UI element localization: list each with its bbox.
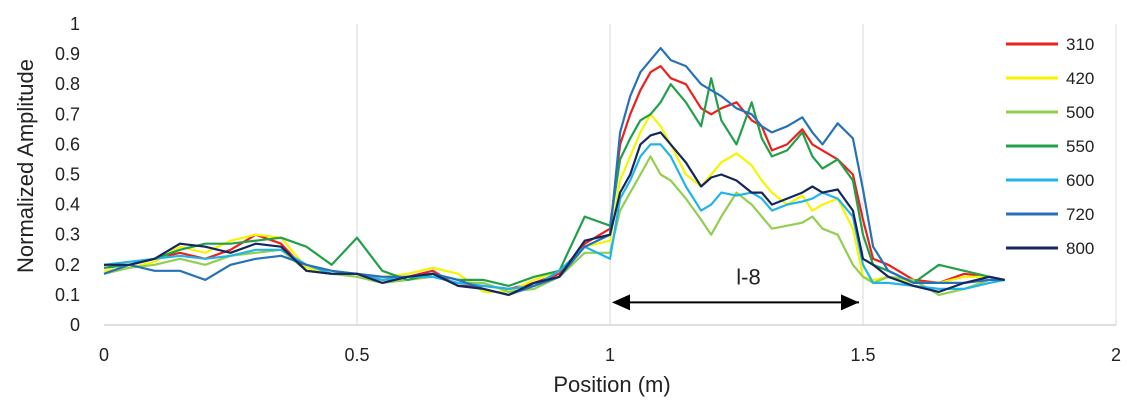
series-line-550 <box>103 77 1005 287</box>
series-line-600 <box>103 143 1005 290</box>
y-tick-label: 0 <box>70 315 80 335</box>
legend: 310 420 500 550 600 720 800 <box>1006 35 1094 258</box>
y-tick-label: 0.5 <box>55 165 80 185</box>
annotation-label: l-8 <box>736 264 760 289</box>
x-tick-label: 2 <box>1111 345 1121 365</box>
x-tick-label: 1 <box>605 345 615 365</box>
legend-label-310: 310 <box>1066 35 1094 54</box>
series-line-800 <box>104 131 1005 296</box>
y-tick-label: 0.4 <box>55 195 80 215</box>
series-line-420 <box>103 113 1005 293</box>
legend-label-500: 500 <box>1066 103 1094 122</box>
legend-label-720: 720 <box>1066 205 1094 224</box>
y-tick-label: 0.9 <box>55 44 80 64</box>
y-tick-label: 0.6 <box>55 134 80 154</box>
x-tick-label: 0 <box>99 345 109 365</box>
y-axis-label: Normalized Amplitude <box>13 59 38 273</box>
y-tick-label: 0.1 <box>55 285 80 305</box>
series-group <box>103 46 1005 296</box>
y-tick-label: 0.7 <box>55 104 80 124</box>
legend-label-800: 800 <box>1066 239 1094 258</box>
series-line-720 <box>103 46 1005 296</box>
x-axis-label: Position (m) <box>553 372 670 397</box>
x-tick-label: 1.5 <box>850 345 875 365</box>
axes: 0 0.5 1 1.5 2 0 0.1 0.2 0.3 0.4 0.5 0.6 0.7 0.8 0.9 1 <box>55 14 1121 365</box>
y-tick-label: 0.3 <box>55 225 80 245</box>
x-tick-label: 0.5 <box>344 345 369 365</box>
y-tick-label: 0.8 <box>55 74 80 94</box>
legend-label-420: 420 <box>1066 69 1094 88</box>
y-tick-label: 1 <box>70 14 80 34</box>
legend-label-550: 550 <box>1066 137 1094 156</box>
annotation: l-8 <box>612 264 859 311</box>
legend-label-600: 600 <box>1066 171 1094 190</box>
y-tick-label: 0.2 <box>55 255 80 275</box>
